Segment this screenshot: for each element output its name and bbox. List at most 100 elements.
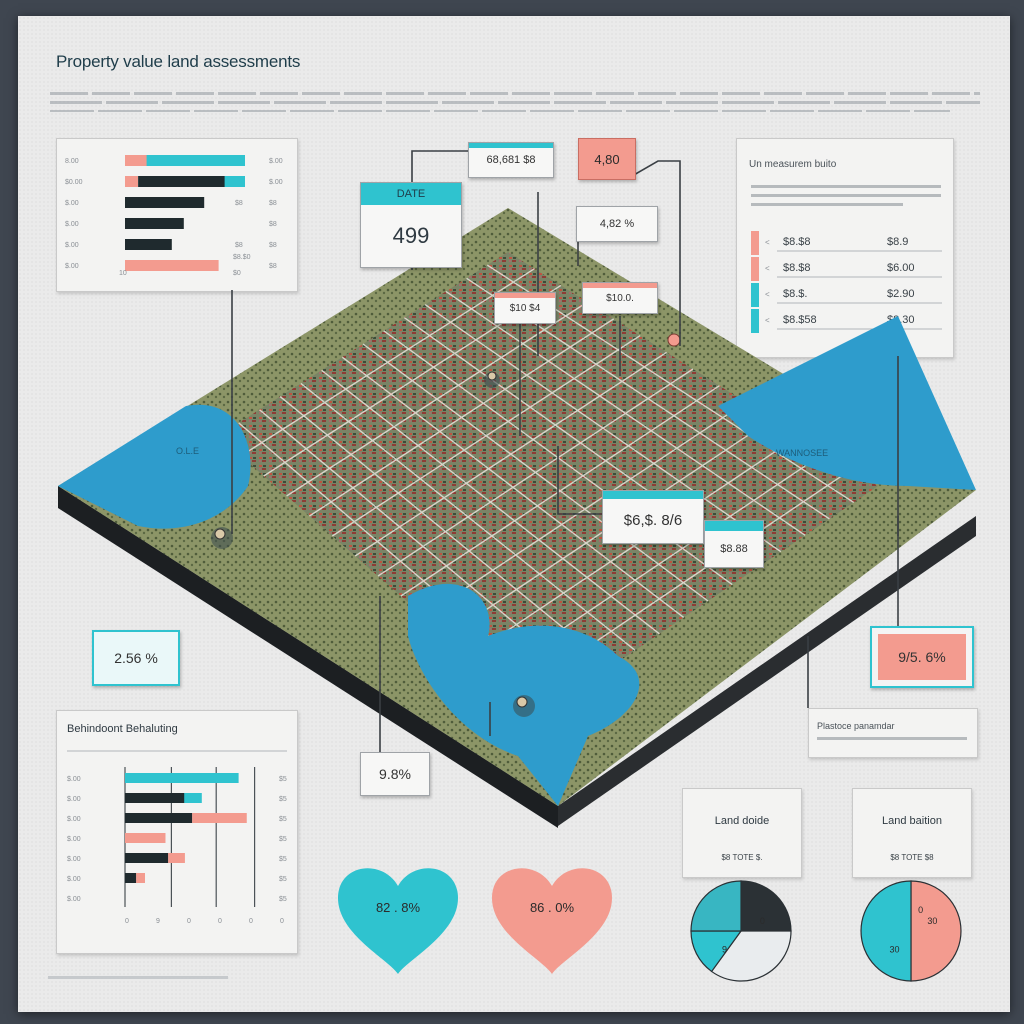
pie-card-title: Land doide	[714, 815, 770, 827]
top-chart-row-label: $.00	[65, 242, 79, 249]
bottom-chart-row-value: $5	[279, 876, 287, 883]
right-panel-marker: <	[765, 238, 770, 247]
callout-8[interactable]: 2.56 %	[92, 630, 180, 686]
intro-text	[50, 90, 980, 112]
callout-8-value: 2.56 %	[114, 650, 158, 666]
pie-chart: 09	[690, 880, 792, 982]
bottom-chart-axis-label: 9	[156, 918, 160, 925]
bottom-chart-bar-coral	[136, 873, 145, 883]
isometric-city-map: O.L.E WANNOSEE	[58, 150, 976, 828]
right-panel-marker: <	[765, 290, 770, 299]
pie-slice	[710, 930, 792, 982]
poster: Property value land assessments 8.00 $.00…	[18, 16, 1010, 1012]
callout-2-value: 4,80	[594, 151, 620, 167]
top-chart-bar-dark	[125, 197, 205, 208]
top-chart-row-value: $8	[269, 242, 277, 249]
bottom-chart-row-label: $.00	[67, 836, 81, 843]
page-title: Property value land assessments	[56, 52, 301, 71]
top-chart-bar-label: $8	[235, 200, 243, 207]
top-chart-axis-label: 10	[119, 270, 127, 277]
pie-slice	[860, 880, 912, 982]
top-chart-bar-dark	[125, 218, 184, 229]
map-pin-icon[interactable]	[484, 371, 500, 388]
top-chart-bar-dark	[125, 239, 172, 250]
bottom-chart-bar-dark	[125, 853, 169, 863]
right-panel-marker: <	[765, 264, 770, 273]
bottom-bar-chart-panel: Behindoont Behaluting $.00 $5 $.00 $5 $.00 $5…	[56, 710, 298, 954]
bottom-chart-row-value: $5	[279, 816, 287, 823]
callout-1-value: 68,681 $8	[486, 154, 536, 166]
heart-value: 86 . 0%	[530, 900, 575, 915]
callout-4-value: $10 $4	[509, 302, 541, 314]
right-panel-text-lines	[751, 185, 941, 206]
pie-label: 0	[918, 905, 923, 915]
lake-right-label: WANNOSEE	[776, 448, 828, 458]
callout-10-value: 9/5. 6%	[898, 649, 946, 665]
top-chart-row-label: $.00	[65, 263, 79, 270]
top-chart-end-label: $8.$0	[233, 254, 251, 261]
callout-3[interactable]: 4,82 %	[576, 206, 658, 242]
callout-5[interactable]: $10.0.	[582, 282, 658, 314]
map-pin-icon[interactable]	[667, 333, 681, 347]
right-panel-value-a: $8.$8	[783, 262, 811, 274]
callout-6-value: $6,$. 8/6	[623, 511, 683, 529]
right-info-panel: Un measurem buito < $8.$8 $8.9 < $8.$8 $6.00 <…	[736, 138, 954, 358]
pie-label: 0	[760, 916, 765, 926]
bottom-chart-row-value: $5	[279, 796, 287, 803]
callout-10[interactable]: 9/5. 6%	[870, 626, 974, 688]
callout-2[interactable]: 4,80	[578, 138, 636, 180]
right-panel-value-a: $8.$.	[783, 288, 807, 300]
date-callout[interactable]: DATE 499	[360, 182, 462, 268]
pie-slice	[740, 880, 792, 932]
right-panel-value-a: $8.$8	[783, 236, 811, 248]
pie-card-row: $8 TOTE $.	[721, 853, 763, 862]
bottom-chart-bar-coral	[168, 853, 185, 863]
right-panel-swatch	[751, 309, 759, 333]
bottom-chart-title: Behindoont Behaluting	[67, 723, 178, 735]
right-panel-rows: < $8.$8 $8.9< $8.$8 $6.00< $8.$. $2.90< $8.$58 $…	[751, 231, 942, 333]
top-chart-row-label: $.00	[65, 200, 79, 207]
right-panel-value-b: $2.90	[887, 288, 915, 300]
heart-shape	[338, 868, 458, 974]
top-bar-chart-panel: 8.00 $.00 $0.00 $.00 $.00 $8 $8 $.00 $8 $.00 $8 $8 $…	[56, 138, 298, 292]
date-callout-value: 499	[392, 223, 430, 248]
bottom-chart-bar-teal	[125, 773, 239, 783]
top-chart-bar-coral	[125, 260, 219, 271]
right-panel-swatch	[751, 257, 759, 281]
bottom-chart-bar-coral	[192, 813, 247, 823]
map-pin-icon[interactable]	[513, 695, 535, 717]
bottom-chart-row-value: $5	[279, 896, 287, 903]
top-chart-bar-coral	[125, 176, 139, 187]
bottom-chart-bar-dark	[125, 813, 193, 823]
plot-panel-title: Plastoce panamdar	[817, 721, 895, 731]
top-chart-bar-teal	[125, 155, 245, 166]
pie-slice	[910, 880, 962, 982]
bottom-chart-bar-dark	[125, 873, 137, 883]
lake-left-label: O.L.E	[176, 446, 199, 456]
pie-card: Land doide $8 TOTE $.	[682, 788, 802, 878]
callout-4[interactable]: $10 $4	[494, 292, 556, 324]
bottom-chart-axis-label: 0	[218, 918, 222, 925]
callout-7[interactable]: $8.88	[704, 520, 764, 568]
lake-right	[718, 316, 976, 490]
callout-5-value: $10.0.	[606, 292, 634, 304]
right-panel-title: Un measurem buito	[749, 159, 837, 170]
callout-9[interactable]: 9.8%	[360, 752, 430, 796]
callout-1[interactable]: 68,681 $8	[468, 142, 554, 178]
pie-card: Land baition $8 TOTE $8	[852, 788, 972, 878]
bottom-chart-axis-label: 0	[280, 918, 284, 925]
callout-6[interactable]: $6,$. 8/6	[602, 490, 704, 544]
map-pin-icon[interactable]	[211, 527, 233, 549]
top-chart-row-value: $.00	[269, 179, 283, 186]
heart-value: 82 . 8%	[376, 900, 421, 915]
bottom-chart-bar-coral	[125, 833, 166, 843]
pie-card-row: $8 TOTE $8	[890, 853, 934, 862]
bottom-chart-row-value: $5	[279, 836, 287, 843]
heart-stats: 82 . 8% 86 . 0%	[338, 868, 612, 974]
callout-7-value: $8.88	[720, 543, 748, 555]
bottom-chart-axis-label: 0	[249, 918, 253, 925]
bottom-chart-row-label: $.00	[67, 876, 81, 883]
right-panel-swatch	[751, 231, 759, 255]
bottom-chart-row-label: $.00	[67, 796, 81, 803]
pie-slice	[690, 880, 742, 932]
